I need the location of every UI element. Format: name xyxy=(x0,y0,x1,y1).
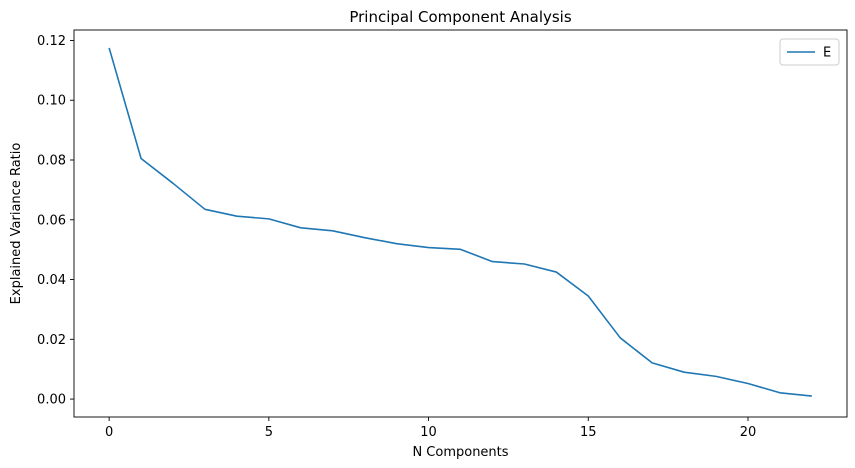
x-axis-ticks: 0 5 10 15 20 xyxy=(105,417,756,440)
y-tick-label: 0.04 xyxy=(37,273,66,288)
legend: E xyxy=(779,38,840,66)
x-tick-label: 5 xyxy=(265,425,273,440)
y-tick-label: 0.10 xyxy=(37,94,66,109)
x-tick-label: 10 xyxy=(420,425,437,440)
y-tick-label: 0.08 xyxy=(37,153,66,168)
plot-background xyxy=(74,30,847,417)
axes-frame xyxy=(73,29,848,418)
chart-title: Principal Component Analysis xyxy=(349,8,572,26)
y-tick-label: 0.02 xyxy=(37,333,66,348)
y-axis-label: Explained Variance Ratio xyxy=(9,143,24,305)
y-tick-label: 0.12 xyxy=(37,34,66,49)
x-tick-label: 15 xyxy=(580,425,597,440)
y-tick-label: 0.06 xyxy=(37,213,66,228)
legend-label-e: E xyxy=(823,46,831,61)
x-tick-label: 20 xyxy=(740,425,757,440)
plot-area xyxy=(73,29,848,418)
series-line-e xyxy=(108,47,812,397)
x-tick-label: 0 xyxy=(105,425,113,440)
x-axis-label: N Components xyxy=(412,445,508,460)
y-axis-ticks: 0.00 0.02 0.04 0.06 0.08 0.10 0.12 xyxy=(37,34,74,408)
y-tick-label: 0.00 xyxy=(37,393,66,408)
